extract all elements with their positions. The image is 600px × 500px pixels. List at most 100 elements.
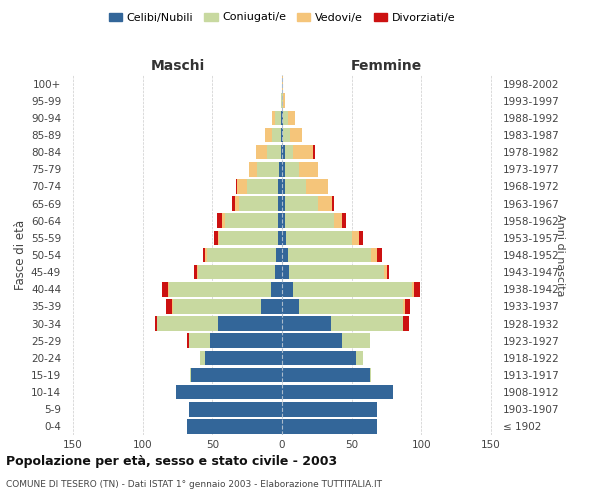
- Bar: [265, 128, 272, 142]
- Bar: [386, 265, 389, 280]
- Bar: [305, 179, 328, 194]
- Bar: [282, 265, 289, 280]
- Bar: [271, 282, 282, 296]
- Bar: [225, 214, 278, 228]
- Bar: [209, 334, 282, 348]
- Bar: [272, 110, 275, 125]
- Bar: [281, 94, 282, 108]
- Text: Femmine: Femmine: [351, 58, 422, 72]
- Bar: [166, 299, 172, 314]
- Bar: [272, 128, 281, 142]
- Bar: [239, 196, 278, 211]
- Bar: [331, 316, 403, 331]
- Bar: [282, 76, 283, 91]
- Bar: [404, 299, 410, 314]
- Bar: [403, 316, 409, 331]
- Bar: [356, 350, 363, 365]
- Bar: [277, 248, 282, 262]
- Bar: [342, 334, 370, 348]
- Bar: [415, 282, 420, 296]
- Bar: [278, 230, 282, 245]
- Bar: [157, 316, 218, 331]
- Text: Popolazione per età, sesso e stato civile - 2003: Popolazione per età, sesso e stato civil…: [6, 455, 337, 468]
- Y-axis label: Fasce di età: Fasce di età: [14, 220, 27, 290]
- Bar: [283, 128, 290, 142]
- Bar: [293, 145, 313, 160]
- Bar: [200, 350, 205, 365]
- Bar: [283, 110, 287, 125]
- Bar: [384, 265, 386, 280]
- Bar: [299, 299, 403, 314]
- Text: COMUNE DI TESERO (TN) - Dati ISTAT 1° gennaio 2003 - Elaborazione TUTTITALIA.IT: COMUNE DI TESERO (TN) - Dati ISTAT 1° ge…: [6, 480, 382, 489]
- Text: Maschi: Maschi: [151, 58, 205, 72]
- Bar: [371, 248, 377, 262]
- Bar: [290, 128, 302, 142]
- Bar: [342, 214, 346, 228]
- Bar: [194, 265, 197, 280]
- Bar: [232, 196, 235, 211]
- Bar: [403, 299, 404, 314]
- Bar: [359, 230, 363, 245]
- Bar: [256, 145, 266, 160]
- Legend: Celibi/Nubili, Coniugati/e, Vedovi/e, Divorziati/e: Celibi/Nubili, Coniugati/e, Vedovi/e, Di…: [104, 8, 460, 27]
- Bar: [172, 299, 173, 314]
- Bar: [188, 402, 282, 416]
- Bar: [281, 128, 282, 142]
- Bar: [217, 214, 222, 228]
- Bar: [275, 110, 281, 125]
- Bar: [285, 196, 318, 211]
- Bar: [248, 162, 257, 176]
- Bar: [282, 230, 286, 245]
- Bar: [282, 145, 285, 160]
- Bar: [219, 230, 278, 245]
- Bar: [205, 350, 282, 365]
- Bar: [282, 94, 283, 108]
- Bar: [279, 162, 282, 176]
- Bar: [207, 248, 277, 262]
- Bar: [187, 419, 282, 434]
- Bar: [173, 299, 261, 314]
- Bar: [187, 334, 188, 348]
- Bar: [275, 265, 282, 280]
- Bar: [169, 282, 271, 296]
- Bar: [188, 334, 209, 348]
- Bar: [282, 110, 283, 125]
- Bar: [191, 368, 282, 382]
- Bar: [218, 230, 219, 245]
- Bar: [285, 145, 293, 160]
- Bar: [278, 214, 282, 228]
- Bar: [222, 214, 225, 228]
- Bar: [313, 145, 316, 160]
- Bar: [282, 316, 331, 331]
- Bar: [281, 145, 282, 160]
- Bar: [282, 299, 299, 314]
- Bar: [282, 334, 342, 348]
- Bar: [155, 316, 157, 331]
- Bar: [282, 214, 285, 228]
- Bar: [168, 282, 169, 296]
- Bar: [278, 179, 282, 194]
- Bar: [282, 402, 377, 416]
- Bar: [205, 248, 207, 262]
- Bar: [282, 282, 293, 296]
- Bar: [261, 299, 282, 314]
- Y-axis label: Anni di nascita: Anni di nascita: [555, 214, 565, 296]
- Bar: [285, 179, 305, 194]
- Bar: [285, 162, 299, 176]
- Bar: [289, 265, 384, 280]
- Bar: [282, 196, 285, 211]
- Bar: [203, 248, 205, 262]
- Bar: [235, 196, 239, 211]
- Bar: [293, 282, 412, 296]
- Bar: [282, 248, 287, 262]
- Bar: [318, 196, 332, 211]
- Bar: [334, 214, 342, 228]
- Bar: [282, 385, 394, 400]
- Bar: [176, 385, 282, 400]
- Bar: [282, 162, 285, 176]
- Bar: [332, 196, 334, 211]
- Bar: [285, 214, 334, 228]
- Bar: [236, 179, 238, 194]
- Bar: [377, 248, 382, 262]
- Bar: [238, 179, 247, 194]
